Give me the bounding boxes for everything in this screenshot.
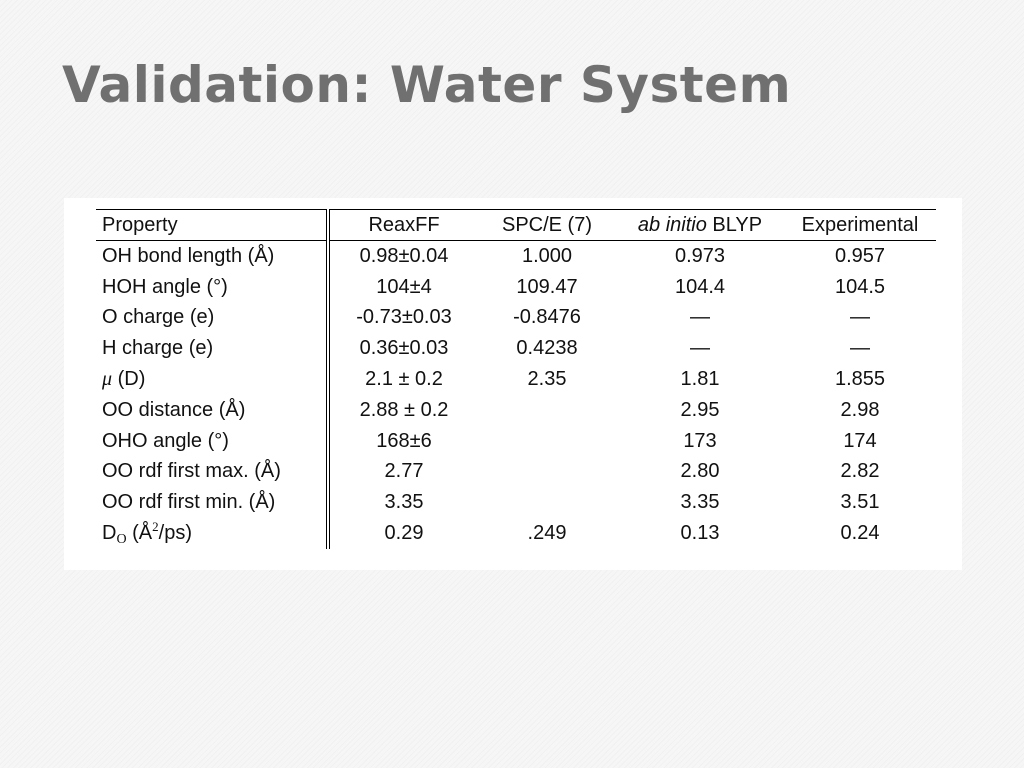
- diffusion-symbol: D: [102, 522, 117, 545]
- cell-experimental: 104.5: [834, 275, 886, 298]
- cell-blyp: 104.4: [674, 275, 726, 298]
- cell-blyp: 2.95: [680, 398, 720, 421]
- row-label: O charge (e): [96, 302, 330, 334]
- row-label: H charge (e): [96, 333, 330, 365]
- row-label: OO rdf first min. (Å): [96, 487, 330, 519]
- cell-experimental: 0.957: [834, 244, 886, 267]
- cell-reaxff: 104±4: [376, 275, 432, 298]
- header-abinitio-blyp: ab initio BLYP: [616, 210, 784, 241]
- cell-blyp: —: [690, 306, 710, 329]
- cell-spce: [478, 457, 616, 488]
- table-row: OO rdf first max. (Å) 2.77 2.80 2.82: [96, 456, 936, 488]
- cell-spce: [478, 487, 616, 518]
- header-experimental: Experimental: [801, 213, 919, 236]
- cell-blyp: —: [690, 337, 710, 360]
- cell-reaxff: 2.1 ± 0.2: [365, 368, 443, 391]
- cell-blyp: 1.81: [680, 368, 720, 391]
- table-row: DO (Å2/ps) 0.29 .249 0.13 0.24: [96, 518, 936, 549]
- cell-experimental: 0.24: [840, 522, 880, 545]
- cell-reaxff: 0.36±0.03: [359, 337, 449, 360]
- cell-experimental: 2.82: [840, 460, 880, 483]
- table-row: O charge (e) -0.73±0.03 -0.8476 — —: [96, 302, 936, 334]
- cell-reaxff: 0.29: [384, 522, 424, 545]
- properties-table: Property ReaxFF SPC/E (7) ab initio BLYP…: [96, 209, 936, 549]
- row-label: OH bond length (Å): [96, 240, 330, 272]
- cell-spce: 0.4238: [516, 337, 578, 360]
- cell-spce: 2.35: [527, 368, 567, 391]
- row-label: μ (D): [96, 364, 330, 395]
- cell-experimental: —: [850, 337, 870, 360]
- table-panel: Property ReaxFF SPC/E (7) ab initio BLYP…: [64, 198, 962, 570]
- cell-reaxff: 0.98±0.04: [359, 244, 449, 267]
- row-label: HOH angle (°): [96, 271, 330, 303]
- table-row: OHO angle (°) 168±6 173 174: [96, 425, 936, 457]
- table-row: H charge (e) 0.36±0.03 0.4238 — —: [96, 333, 936, 365]
- header-reaxff: ReaxFF: [368, 213, 440, 236]
- unit-superscript: 2: [152, 519, 159, 535]
- table-row: μ (D) 2.1 ± 0.2 2.35 1.81 1.855: [96, 364, 936, 395]
- header-spce: SPC/E (7): [501, 213, 593, 236]
- cell-reaxff: 2.77: [384, 460, 424, 483]
- cell-spce: 1.000: [521, 244, 573, 267]
- header-abinitio-rest: BLYP: [706, 213, 763, 236]
- cell-reaxff: 168±6: [376, 429, 432, 452]
- cell-experimental: 1.855: [834, 368, 886, 391]
- cell-reaxff: 2.88 ± 0.2: [359, 398, 449, 421]
- cell-reaxff: -0.73±0.03: [356, 306, 452, 329]
- table-row: OO rdf first min. (Å) 3.35 3.35 3.51: [96, 487, 936, 519]
- cell-experimental: 2.98: [840, 398, 880, 421]
- diffusion-subscript: O: [116, 532, 127, 548]
- table-row: OH bond length (Å) 0.98±0.04 1.000 0.973…: [96, 240, 936, 272]
- row-label-rest: (D): [112, 368, 146, 391]
- cell-spce: 109.47: [516, 275, 578, 298]
- mu-symbol: μ: [102, 368, 113, 391]
- cell-blyp: 3.35: [680, 491, 720, 514]
- header-abinitio-italic: ab initio: [637, 213, 707, 236]
- cell-spce: [478, 395, 616, 426]
- row-label: OO distance (Å): [96, 394, 330, 426]
- cell-blyp: 173: [683, 429, 717, 452]
- table-header-row: Property ReaxFF SPC/E (7) ab initio BLYP…: [96, 209, 936, 241]
- cell-blyp: 0.13: [680, 522, 720, 545]
- header-property: Property: [96, 209, 330, 241]
- cell-spce: [478, 426, 616, 457]
- cell-blyp: 0.973: [674, 244, 726, 267]
- row-label-end: /ps): [158, 522, 192, 545]
- row-label: DO (Å2/ps): [96, 518, 330, 549]
- row-label: OHO angle (°): [96, 425, 330, 457]
- cell-blyp: 2.80: [680, 460, 720, 483]
- cell-spce: -0.8476: [513, 306, 581, 329]
- table-row: OO distance (Å) 2.88 ± 0.2 2.95 2.98: [96, 394, 936, 426]
- slide-title: Validation: Water System: [62, 56, 792, 114]
- table-row: HOH angle (°) 104±4 109.47 104.4 104.5: [96, 271, 936, 303]
- cell-spce: .249: [527, 522, 567, 545]
- cell-experimental: —: [850, 306, 870, 329]
- row-label-mid: (Å: [126, 522, 153, 545]
- row-label: OO rdf first max. (Å): [96, 456, 330, 488]
- cell-experimental: 3.51: [840, 491, 880, 514]
- cell-reaxff: 3.35: [384, 491, 424, 514]
- cell-experimental: 174: [843, 429, 877, 452]
